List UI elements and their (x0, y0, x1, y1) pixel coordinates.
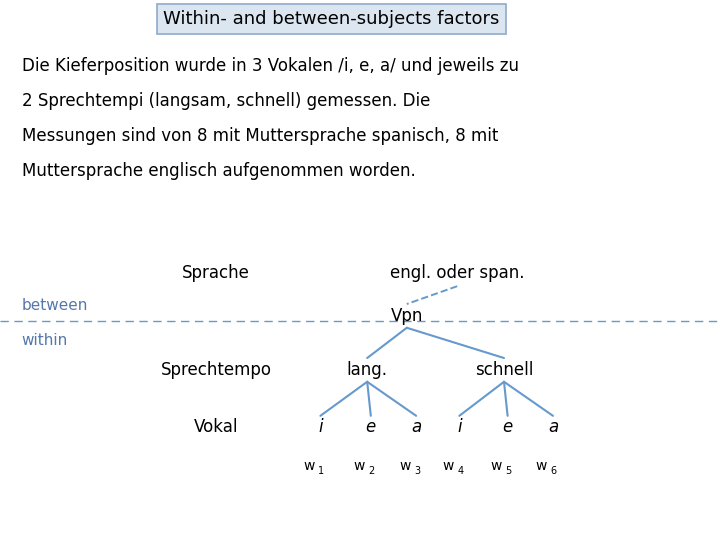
Text: i: i (318, 417, 323, 436)
Text: 5: 5 (505, 466, 512, 476)
Text: 4: 4 (457, 466, 464, 476)
Text: 6: 6 (551, 466, 557, 476)
Text: 2: 2 (369, 466, 375, 476)
Text: a: a (548, 417, 558, 436)
Text: 2 Sprechtempi (langsam, schnell) gemessen. Die: 2 Sprechtempi (langsam, schnell) gemesse… (22, 92, 430, 110)
Text: w: w (490, 459, 502, 473)
Text: Within- and between-subjects factors: Within- and between-subjects factors (163, 10, 500, 28)
Text: between: between (22, 298, 88, 313)
Text: Sprechtempo: Sprechtempo (161, 361, 271, 379)
Text: Muttersprache englisch aufgenommen worden.: Muttersprache englisch aufgenommen worde… (22, 162, 415, 180)
Text: e: e (503, 417, 513, 436)
Text: Vokal: Vokal (194, 417, 238, 436)
Text: lang.: lang. (347, 361, 387, 379)
Text: within: within (22, 333, 68, 348)
Text: w: w (536, 459, 547, 473)
Text: w: w (442, 459, 454, 473)
Text: w: w (399, 459, 410, 473)
Text: i: i (457, 417, 462, 436)
Text: engl. oder span.: engl. oder span. (390, 264, 524, 282)
Text: Vpn: Vpn (391, 307, 423, 325)
Text: 3: 3 (414, 466, 420, 476)
Text: a: a (411, 417, 421, 436)
Text: 1: 1 (318, 466, 325, 476)
Text: Messungen sind von 8 mit Muttersprache spanisch, 8 mit: Messungen sind von 8 mit Muttersprache s… (22, 127, 498, 145)
Text: Sprache: Sprache (182, 264, 250, 282)
Text: w: w (354, 459, 365, 473)
Text: w: w (303, 459, 315, 473)
Text: schnell: schnell (474, 361, 534, 379)
Text: e: e (366, 417, 376, 436)
Text: Die Kieferposition wurde in 3 Vokalen /i, e, a/ und jeweils zu: Die Kieferposition wurde in 3 Vokalen /i… (22, 57, 518, 75)
